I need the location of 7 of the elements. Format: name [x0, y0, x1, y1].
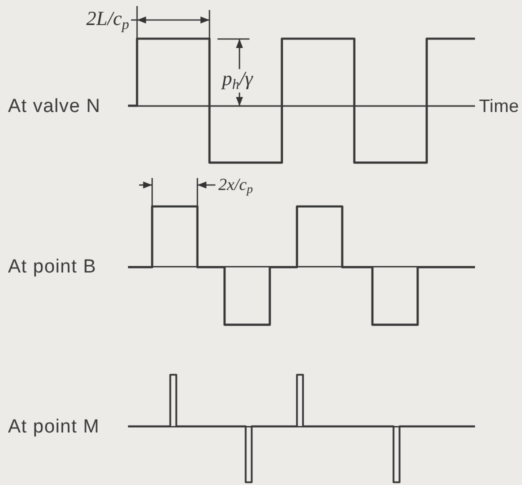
y-axis-title: At point M [8, 416, 100, 438]
text: 2L/c$_{p}$ [86, 8, 130, 32]
y-axis-title: At valve N [8, 96, 101, 116]
y-axis-title: At point B [8, 256, 96, 278]
annotation: p$_{h}$/γ [220, 68, 254, 93]
x-axis-title: Time [479, 96, 520, 116]
text: 2x/c$_{p}$ [218, 175, 253, 196]
